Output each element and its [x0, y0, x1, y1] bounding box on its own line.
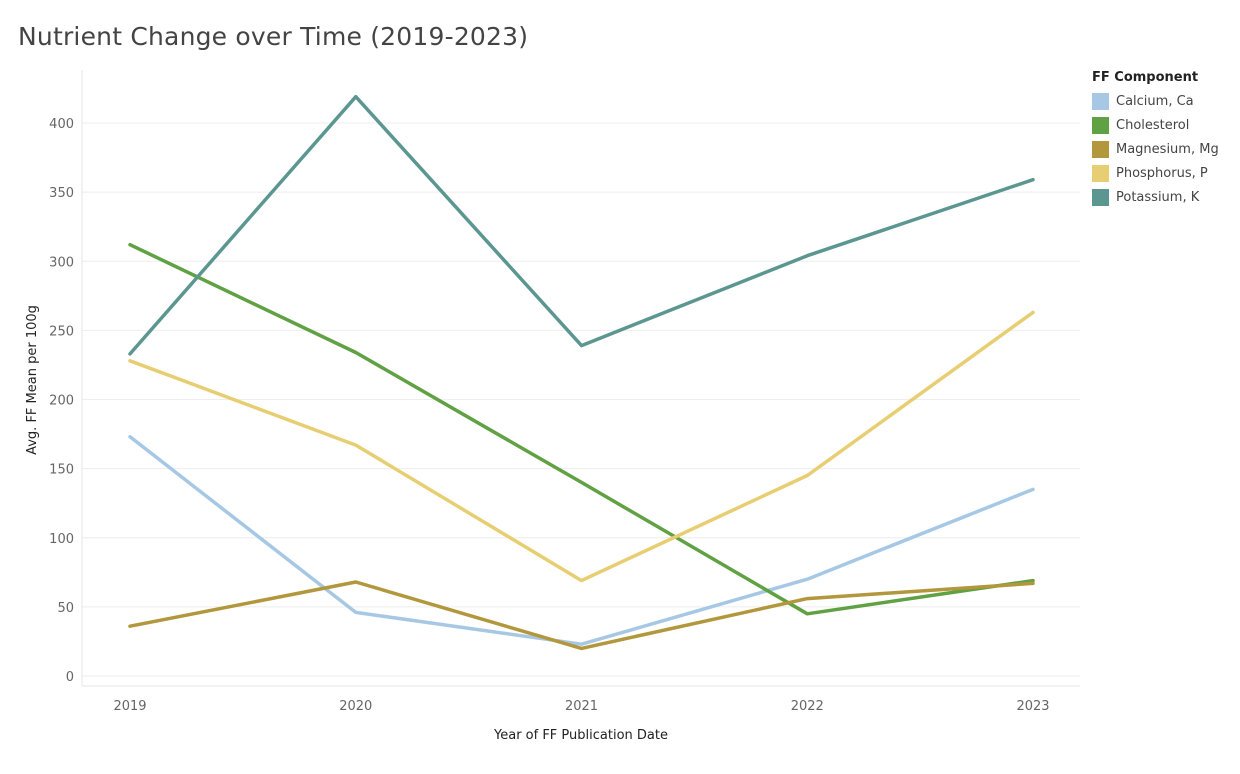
legend-item-calcium-ca[interactable]: Calcium, Ca: [1092, 89, 1219, 113]
y-tick-label: 250: [49, 324, 74, 339]
legend-label: Cholesterol: [1116, 117, 1190, 133]
x-tick-label: 2020: [339, 699, 372, 714]
y-tick-label: 400: [49, 117, 74, 132]
series-line-potassium-k: [128, 94, 1035, 356]
y-tick-label: 100: [49, 532, 74, 547]
legend-swatch: [1092, 140, 1109, 158]
y-tick-label: 50: [57, 601, 74, 616]
y-tick-label: 300: [49, 255, 74, 270]
x-tick-label: 2022: [791, 699, 824, 714]
series-line-phosphorus-p: [128, 310, 1035, 583]
x-tick-label: 2019: [113, 699, 146, 714]
legend-label: Potassium, K: [1116, 189, 1200, 205]
y-tick-label: 0: [66, 670, 74, 685]
x-tick-label: 2023: [1016, 699, 1049, 714]
y-tick-label: 350: [49, 186, 74, 201]
legend-item-potassium-k[interactable]: Potassium, K: [1092, 185, 1219, 209]
legend-swatch: [1092, 116, 1109, 134]
legend-swatch: [1092, 188, 1109, 206]
legend-item-cholesterol[interactable]: Cholesterol: [1092, 113, 1219, 137]
legend-label: Calcium, Ca: [1116, 93, 1194, 109]
y-tick-label: 150: [49, 463, 74, 478]
x-axis-title: Year of FF Publication Date: [493, 728, 668, 743]
legend-label: Phosphorus, P: [1116, 165, 1208, 181]
legend-item-magnesium-mg[interactable]: Magnesium, Mg: [1092, 137, 1219, 161]
legend: FF Component Calcium, Ca Cholesterol Magne…: [1092, 70, 1219, 209]
y-axis-title: Avg. FF Mean per 100g: [25, 305, 40, 455]
y-tick-label: 200: [49, 394, 74, 409]
series-line-calcium-ca: [128, 435, 1035, 646]
series-line-cholesterol: [128, 242, 1035, 616]
chart-title: Nutrient Change over Time (2019-2023): [18, 22, 529, 51]
legend-item-phosphorus-p[interactable]: Phosphorus, P: [1092, 161, 1219, 185]
legend-swatch: [1092, 164, 1109, 182]
x-tick-label: 2021: [565, 699, 598, 714]
legend-title: FF Component: [1092, 70, 1199, 85]
legend-label: Magnesium, Mg: [1116, 141, 1219, 157]
legend-swatch: [1092, 92, 1109, 110]
series-line-magnesium-mg: [128, 580, 1035, 651]
